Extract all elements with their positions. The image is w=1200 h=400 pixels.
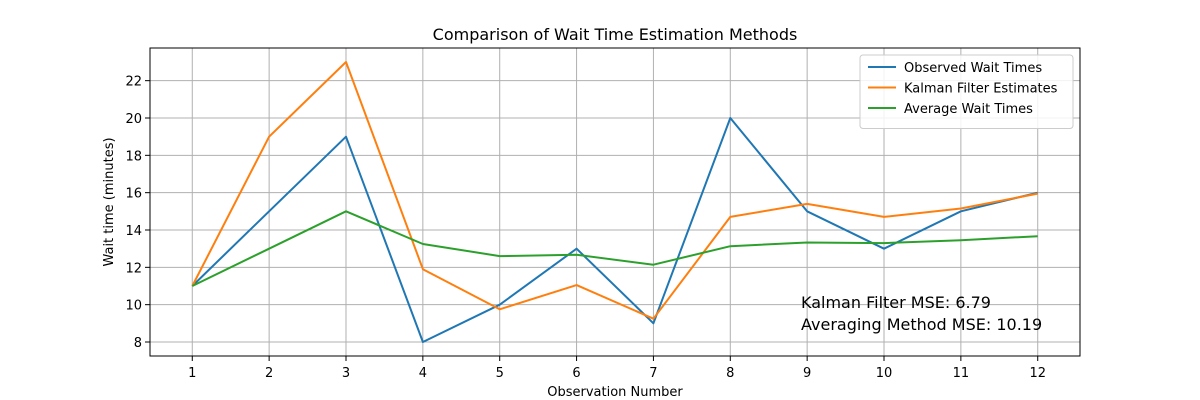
x-tick-label: 5: [496, 366, 504, 381]
x-axis-title: Observation Number: [547, 385, 683, 400]
y-tick-label: 12: [125, 261, 142, 276]
x-tick-label: 10: [876, 366, 893, 381]
legend: Observed Wait Times Kalman Filter Estimat…: [859, 54, 1074, 129]
series-layer: [191, 61, 1038, 343]
series-line-3: [191, 210, 1038, 287]
averaging-mse-annotation: Averaging Method MSE: 10.19: [801, 315, 1042, 334]
y-tick-label: 16: [125, 187, 142, 202]
y-axis: 8 10 12 14 16 18 20 22: [125, 75, 150, 351]
legend-label: Average Wait Times: [904, 102, 1033, 117]
y-tick-label: 10: [125, 299, 142, 314]
x-tick-label: 4: [419, 366, 427, 381]
kalman-mse-annotation: Kalman Filter MSE: 6.79: [801, 293, 991, 312]
legend-label: Kalman Filter Estimates: [904, 82, 1058, 97]
y-tick-label: 18: [125, 149, 142, 164]
legend-label: Observed Wait Times: [904, 61, 1042, 76]
x-tick-label: 11: [953, 366, 970, 381]
x-tick-label: 6: [572, 366, 580, 381]
x-tick-label: 1: [188, 366, 196, 381]
legend-box: [859, 54, 1074, 129]
x-tick-label: 7: [649, 366, 657, 381]
x-tick-label: 2: [265, 366, 273, 381]
y-axis-title: Wait time (minutes): [102, 137, 117, 266]
y-tick-label: 14: [125, 224, 142, 239]
y-tick-label: 8: [134, 336, 142, 351]
x-tick-label: 12: [1029, 366, 1046, 381]
series-line-2: [191, 61, 1038, 320]
chart-title: Comparison of Wait Time Estimation Metho…: [433, 25, 798, 44]
y-tick-label: 20: [125, 112, 142, 127]
x-tick-label: 8: [726, 366, 734, 381]
x-tick-label: 3: [342, 366, 350, 381]
x-axis: 1 2 3 4 5 6 7 8 9 10 11 12: [188, 356, 1046, 381]
y-tick-label: 22: [125, 75, 142, 90]
plot-frame: [149, 47, 1081, 357]
x-tick-label: 9: [803, 366, 811, 381]
